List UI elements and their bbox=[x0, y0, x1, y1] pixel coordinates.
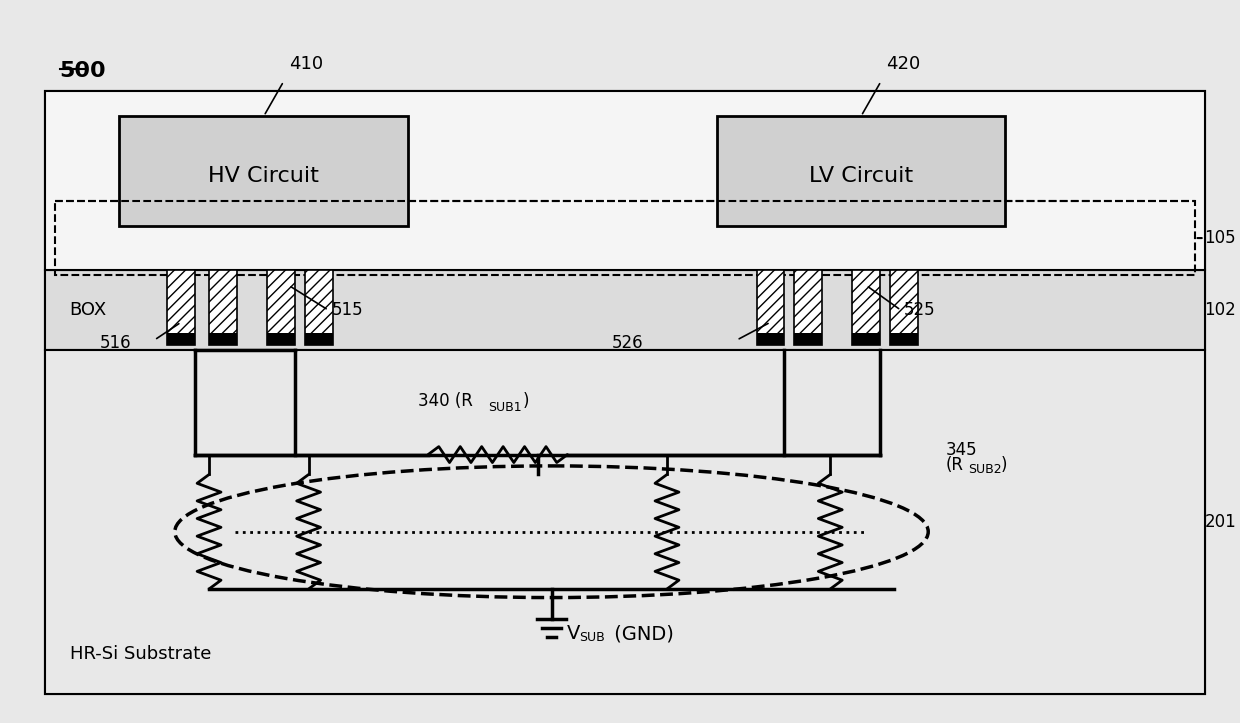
Text: BOX: BOX bbox=[69, 301, 107, 320]
Bar bbox=[795, 333, 822, 345]
Text: SUB2: SUB2 bbox=[967, 463, 1001, 476]
Bar bbox=[45, 350, 1204, 693]
Bar bbox=[890, 333, 918, 345]
Text: LV Circuit: LV Circuit bbox=[808, 166, 913, 186]
Text: (R: (R bbox=[946, 455, 963, 474]
Bar bbox=[45, 91, 1204, 270]
Bar bbox=[119, 116, 408, 226]
Bar bbox=[756, 270, 785, 345]
Text: 515: 515 bbox=[331, 301, 363, 320]
Bar bbox=[717, 116, 1006, 226]
Text: 526: 526 bbox=[613, 334, 644, 352]
Text: 525: 525 bbox=[904, 301, 935, 320]
Bar bbox=[45, 91, 1204, 693]
Bar bbox=[210, 270, 237, 345]
Bar bbox=[267, 333, 295, 345]
Text: 410: 410 bbox=[289, 55, 322, 73]
Text: 420: 420 bbox=[887, 55, 920, 73]
Text: 201: 201 bbox=[1204, 513, 1236, 531]
Bar bbox=[852, 270, 880, 345]
Bar bbox=[305, 333, 332, 345]
Bar bbox=[756, 333, 785, 345]
Text: 340 (R: 340 (R bbox=[418, 392, 472, 410]
Bar bbox=[45, 270, 1204, 350]
Bar bbox=[210, 333, 237, 345]
Text: ): ) bbox=[522, 392, 529, 410]
Bar bbox=[267, 270, 295, 345]
Bar bbox=[167, 270, 195, 345]
Text: (GND): (GND) bbox=[609, 624, 675, 643]
Text: SUB: SUB bbox=[579, 631, 605, 644]
Bar bbox=[795, 270, 822, 345]
Text: 345: 345 bbox=[946, 440, 977, 458]
Text: 516: 516 bbox=[99, 334, 131, 352]
Text: HV Circuit: HV Circuit bbox=[208, 166, 319, 186]
Bar bbox=[305, 270, 332, 345]
Text: 500: 500 bbox=[60, 61, 107, 82]
Text: ): ) bbox=[1001, 455, 1007, 474]
Text: 102: 102 bbox=[1204, 301, 1236, 320]
Text: HR-Si Substrate: HR-Si Substrate bbox=[69, 645, 211, 663]
Text: V: V bbox=[567, 624, 580, 643]
Bar bbox=[852, 333, 880, 345]
Bar bbox=[167, 333, 195, 345]
Bar bbox=[55, 201, 1194, 275]
Text: 105: 105 bbox=[1204, 229, 1236, 247]
Text: SUB1: SUB1 bbox=[487, 401, 522, 414]
Bar bbox=[890, 270, 918, 345]
